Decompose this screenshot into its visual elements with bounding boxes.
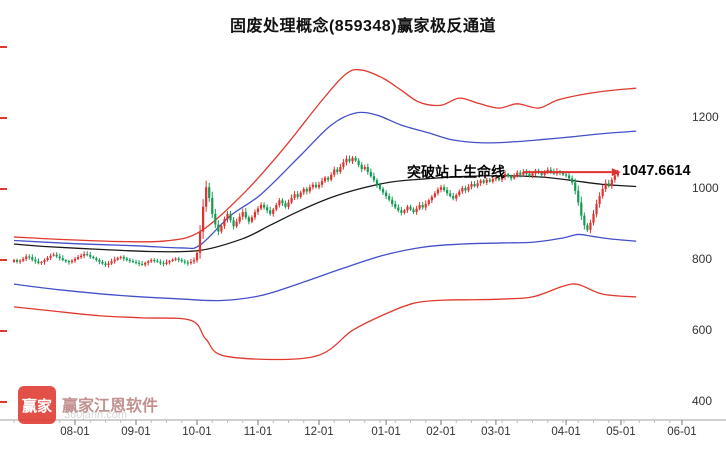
x-axis-label: 03-01 [481,426,511,438]
breakout-annotation: 突破站上生命线 [407,164,505,181]
brand-watermark: 赢家江恩软件 [62,398,159,415]
y-axis-label: 1000 [692,181,719,195]
x-axis-label: 08-01 [60,426,90,438]
x-axis-label: 05-01 [606,426,636,438]
chart-title: 固废处理概念(859348)赢家极反通道 [229,18,497,35]
y-axis-label: 800 [692,252,713,266]
x-axis-label: 02-01 [426,426,456,438]
y-axis-label: 1200 [692,110,719,124]
x-axis-label: 09-01 [121,426,151,438]
x-axis-label: 01-01 [371,426,401,438]
brand-logo-text: 赢家 [21,397,52,415]
latest-price-label: 1047.6614 [622,163,691,180]
x-axis-label: 06-01 [667,426,697,438]
brand-logo-icon: 赢家 [18,386,56,424]
x-axis-label: 10-01 [182,426,212,438]
y-axis-label: 600 [692,323,713,337]
x-axis-label: 11-01 [243,426,273,438]
site-watermark: 360jann.com [64,409,127,421]
x-axis-label: 04-01 [551,426,581,438]
y-axis-label: 400 [692,394,713,408]
x-axis-label: 12-01 [304,426,334,438]
